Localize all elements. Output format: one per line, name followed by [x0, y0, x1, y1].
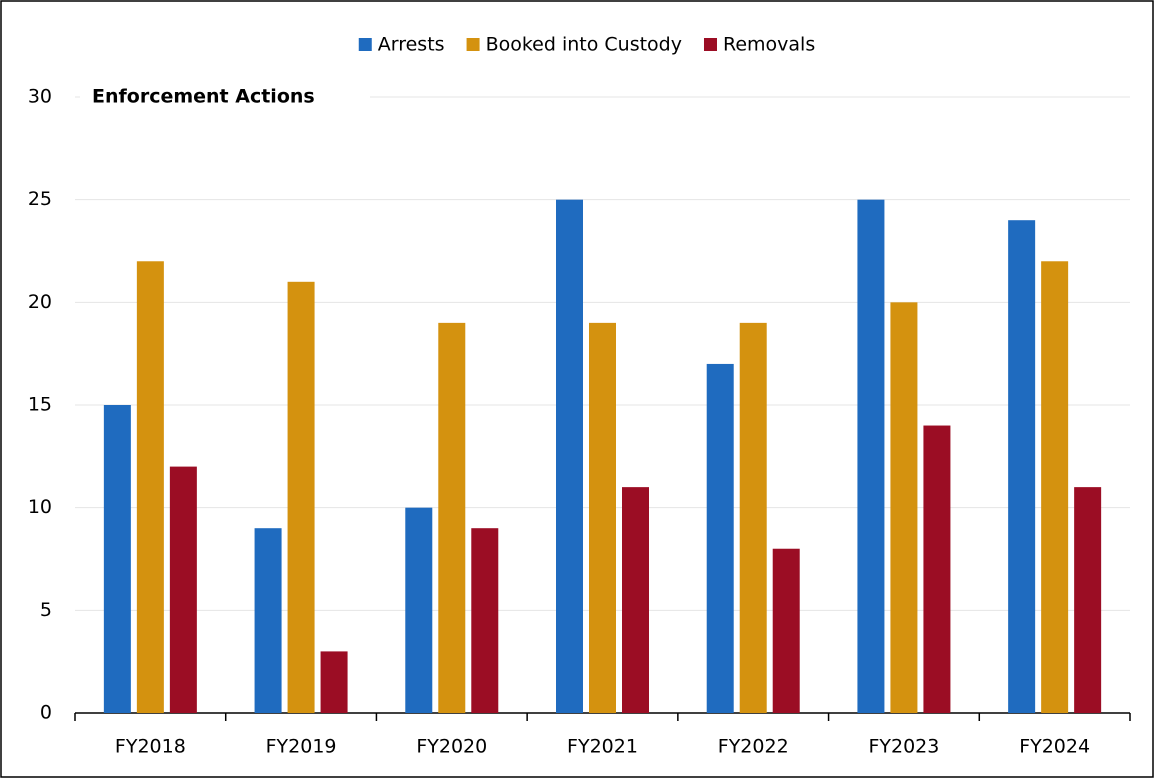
- bar: [169, 466, 197, 713]
- x-tick-label: FY2024: [1019, 736, 1090, 758]
- bar: [1041, 261, 1069, 713]
- x-tick-label: FY2018: [115, 736, 186, 758]
- y-tick-label: 25: [28, 188, 52, 210]
- bar: [405, 507, 433, 713]
- bar: [254, 528, 282, 713]
- bar: [706, 363, 734, 713]
- bar: [890, 302, 918, 713]
- bar: [739, 322, 767, 713]
- bar: [103, 405, 131, 713]
- chart-title: Enforcement Actions: [92, 86, 315, 108]
- bar: [320, 651, 348, 713]
- title-backing: [80, 83, 370, 111]
- bar: [1074, 487, 1102, 713]
- bar: [438, 322, 466, 713]
- x-tick-label: FY2020: [416, 736, 487, 758]
- x-tick-label: FY2023: [868, 736, 939, 758]
- y-tick-label: 20: [28, 291, 52, 313]
- bar: [923, 425, 951, 713]
- y-tick-label: 10: [28, 496, 52, 518]
- bar: [589, 322, 616, 713]
- bar: [857, 199, 885, 713]
- legend-label: Arrests: [378, 34, 445, 56]
- legend-label: Removals: [723, 34, 815, 56]
- bar: [287, 281, 315, 713]
- bar: [772, 548, 800, 713]
- legend-swatch: [703, 38, 717, 51]
- bar: [556, 199, 583, 713]
- legend-swatch: [358, 38, 372, 51]
- legend-swatch: [466, 38, 480, 51]
- bar: [471, 528, 499, 713]
- bar: [136, 261, 164, 713]
- bar: [622, 487, 649, 713]
- y-tick-label: 0: [40, 702, 52, 724]
- x-tick-label: FY2019: [266, 736, 337, 758]
- y-tick-label: 5: [40, 599, 52, 621]
- x-tick-label: FY2021: [567, 736, 638, 758]
- legend-label: Booked into Custody: [486, 34, 682, 56]
- x-tick-label: FY2022: [718, 736, 789, 758]
- y-tick-label: 15: [28, 394, 52, 416]
- bar: [1008, 220, 1036, 713]
- y-tick-label: 30: [28, 86, 52, 108]
